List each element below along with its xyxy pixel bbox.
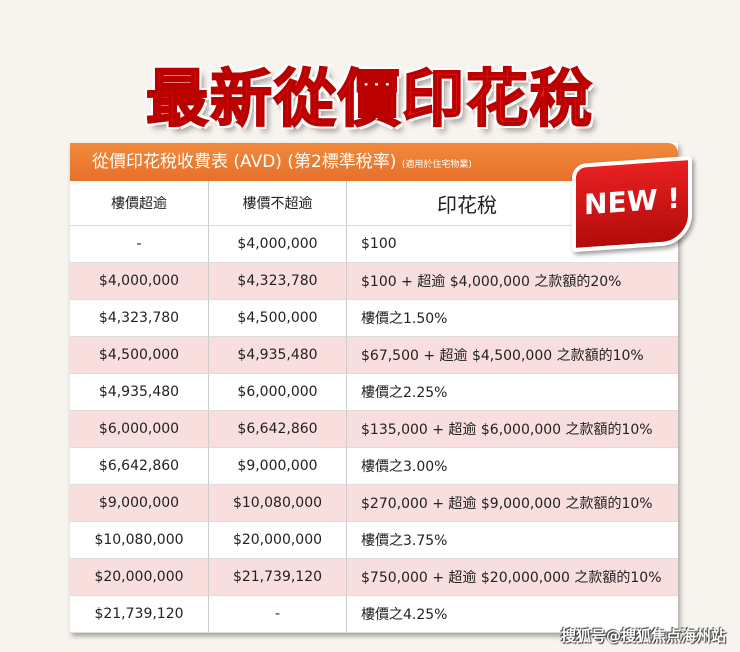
- table-row: $4,500,000 $4,935,480 $67,500 + 超逾 $4,500,…: [70, 337, 678, 374]
- table-cell: $4,935,480: [209, 337, 347, 373]
- table-cell: $100 + 超逾 $4,000,000 之款額的20%: [361, 274, 622, 290]
- table-row: $10,080,000 $20,000,000 樓價之3.75%: [70, 522, 678, 559]
- table-cell: $750,000 + 超逾 $20,000,000 之款額的10%: [361, 570, 662, 586]
- table-cell: 樓價之3.75%: [361, 533, 448, 549]
- table-row: - $4,000,000 $100: [70, 226, 678, 263]
- table-cell: $6,642,860: [70, 448, 209, 484]
- table-cell: $21,739,120: [70, 596, 209, 632]
- table-cell: $4,000,000: [209, 226, 347, 262]
- new-badge: NEW !: [572, 155, 692, 253]
- table-header-row: 樓價超逾 樓價不超逾 印花稅: [70, 181, 678, 226]
- table-row: $20,000,000 $21,739,120 $750,000 + 超逾 $20,…: [70, 559, 678, 596]
- table-cell: $67,500 + 超逾 $4,500,000 之款額的10%: [361, 348, 644, 364]
- table-cell: $4,500,000: [70, 337, 209, 373]
- table-cell: $9,000,000: [70, 485, 209, 521]
- table-cell: $10,080,000: [209, 485, 347, 521]
- table-cell: $6,000,000: [209, 374, 347, 410]
- table-row: $4,000,000 $4,323,780 $100 + 超逾 $4,000,000…: [70, 263, 678, 300]
- table-row: $6,000,000 $6,642,860 $135,000 + 超逾 $6,000…: [70, 411, 678, 448]
- table-cell: $21,739,120: [209, 559, 347, 595]
- table-cell: $270,000 + 超逾 $9,000,000 之款額的10%: [361, 496, 653, 512]
- table-cell: $4,935,480: [70, 374, 209, 410]
- table-row: $9,000,000 $10,080,000 $270,000 + 超逾 $9,00…: [70, 485, 678, 522]
- table-cell: $20,000,000: [70, 559, 209, 595]
- table-cell: $10,080,000: [70, 522, 209, 558]
- watermark: 搜狐号@搜狐焦点海州站: [560, 627, 726, 645]
- table-cell: $20,000,000: [209, 522, 347, 558]
- caption-note: (適用於住宅物業): [401, 160, 472, 170]
- table-cell: $4,000,000: [70, 263, 209, 299]
- header-cell: 樓價不超逾: [209, 181, 347, 225]
- table-cell: 樓價之2.25%: [361, 385, 448, 401]
- table-cell: $135,000 + 超逾 $6,000,000 之款額的10%: [361, 422, 653, 438]
- table-cell: $4,500,000: [209, 300, 347, 336]
- page-title: 最新從價印花稅: [145, 61, 594, 136]
- table-row: $21,739,120- 樓價之4.25%: [70, 596, 678, 633]
- header-cell: 樓價超逾: [70, 181, 209, 225]
- table-cell: 樓價之4.25%: [361, 607, 448, 623]
- table-cell: $4,323,780: [209, 263, 347, 299]
- caption-text: 從價印花稅收費表 (AVD) (第2標準稅率): [92, 152, 397, 172]
- header-cell: 印花稅: [437, 192, 497, 217]
- table-row: $4,935,480 $6,000,000 樓價之2.25%: [70, 374, 678, 411]
- table-cell: 樓價之3.00%: [361, 459, 448, 475]
- table-row: $4,323,780 $4,500,000 樓價之1.50%: [70, 300, 678, 337]
- table-cell: -: [209, 596, 347, 632]
- table-cell: $6,000,000: [70, 411, 209, 447]
- table-cell: $6,642,860: [209, 411, 347, 447]
- table-row: $6,642,860 $9,000,000 樓價之3.00%: [70, 448, 678, 485]
- table-cell: $9,000,000: [209, 448, 347, 484]
- table-cell: $100: [361, 236, 397, 252]
- table-cell: $4,323,780: [70, 300, 209, 336]
- table-cell: 樓價之1.50%: [361, 311, 448, 327]
- table-cell: -: [70, 226, 209, 262]
